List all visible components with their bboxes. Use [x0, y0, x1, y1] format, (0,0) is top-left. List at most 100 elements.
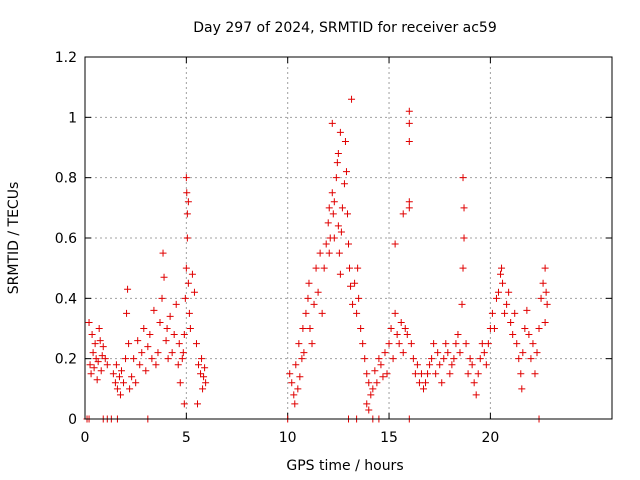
x-tick-label: 5	[182, 430, 191, 446]
x-axis-label: GPS time / hours	[286, 458, 403, 474]
data-point	[117, 367, 125, 375]
data-point	[409, 355, 417, 363]
data-point	[113, 385, 121, 393]
data-point	[460, 204, 468, 212]
data-point	[361, 355, 369, 363]
data-point	[499, 279, 507, 287]
data-point	[498, 264, 506, 272]
data-point	[122, 355, 130, 363]
data-point	[494, 288, 502, 296]
data-point	[178, 355, 186, 363]
data-point	[312, 264, 320, 272]
data-point	[523, 306, 531, 314]
data-point	[349, 300, 357, 308]
data-point	[413, 361, 421, 369]
data-point	[454, 331, 462, 339]
data-point	[199, 385, 207, 393]
data-point	[503, 300, 511, 308]
data-point	[163, 325, 171, 332]
data-point	[306, 325, 314, 332]
data-point	[340, 180, 348, 188]
data-point	[156, 318, 164, 326]
data-point	[460, 234, 468, 242]
data-point	[128, 373, 136, 381]
plot-frame	[84, 56, 613, 420]
data-point	[527, 355, 535, 363]
data-point	[543, 300, 551, 308]
data-point	[93, 376, 101, 384]
data-point	[395, 340, 403, 348]
data-point	[397, 318, 405, 326]
data-point	[405, 204, 413, 212]
data-point	[490, 325, 498, 332]
x-tick-label: 20	[481, 430, 499, 446]
y-tick-label: 0.2	[55, 352, 77, 368]
data-point	[308, 340, 316, 348]
data-point	[438, 379, 446, 387]
data-point	[295, 340, 303, 348]
data-point	[109, 370, 117, 378]
data-point	[183, 189, 191, 197]
data-point	[302, 309, 310, 317]
data-point	[180, 400, 188, 408]
data-point	[328, 119, 336, 127]
data-point	[97, 367, 105, 375]
data-point	[466, 355, 474, 363]
x-axis-ticks: 0 5 10 15 20	[81, 57, 499, 446]
data-point	[355, 294, 363, 302]
data-point	[172, 300, 180, 308]
data-point	[332, 174, 340, 182]
data-point	[346, 264, 354, 272]
data-points	[83, 95, 551, 423]
data-point	[389, 355, 397, 363]
data-point	[476, 355, 484, 363]
data-point	[124, 285, 132, 293]
data-point	[154, 349, 162, 357]
data-point	[192, 340, 200, 348]
data-point	[202, 379, 210, 387]
data-point	[456, 349, 464, 357]
data-point	[542, 288, 550, 296]
data-point	[164, 355, 172, 363]
data-point	[325, 204, 333, 212]
data-point	[334, 150, 342, 158]
data-point	[539, 279, 547, 287]
data-point	[111, 379, 119, 387]
data-point	[450, 355, 458, 363]
data-point	[517, 370, 525, 378]
data-point	[515, 355, 523, 363]
data-point	[180, 331, 188, 339]
data-point	[101, 355, 109, 363]
data-point	[373, 379, 381, 387]
data-point	[330, 198, 338, 206]
y-axis-label: SRMTID / TECUs	[6, 182, 22, 295]
data-point	[484, 340, 492, 348]
data-point	[179, 349, 187, 357]
data-point	[91, 340, 99, 348]
data-point	[197, 370, 205, 378]
data-point	[112, 361, 120, 369]
data-point	[367, 391, 375, 399]
data-point	[333, 159, 341, 167]
data-point	[181, 294, 189, 302]
data-point	[365, 379, 373, 387]
data-point	[325, 249, 333, 257]
data-point	[320, 264, 328, 272]
data-point	[533, 349, 541, 357]
y-tick-label: 1	[68, 110, 77, 126]
data-point	[472, 391, 480, 399]
data-point	[444, 349, 452, 357]
data-point	[405, 137, 413, 145]
data-point	[541, 318, 549, 326]
data-point	[322, 240, 330, 248]
data-point	[541, 264, 549, 272]
data-point	[391, 240, 399, 248]
data-point	[470, 379, 478, 387]
data-point	[158, 294, 166, 302]
data-point	[434, 349, 442, 357]
data-point	[513, 340, 521, 348]
data-point	[182, 174, 190, 182]
data-point	[363, 370, 371, 378]
data-point	[103, 361, 111, 369]
